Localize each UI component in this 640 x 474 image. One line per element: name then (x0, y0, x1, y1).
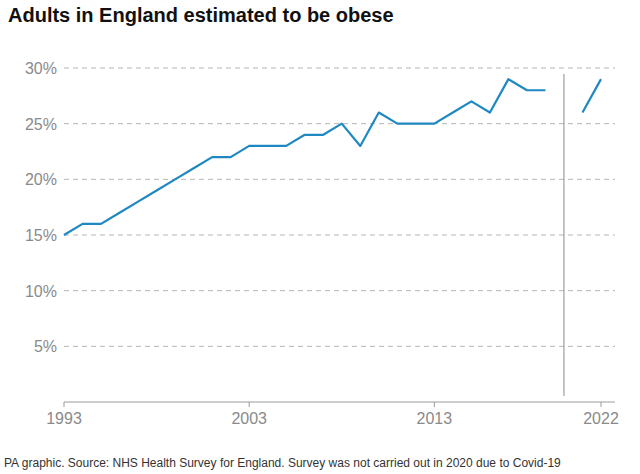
y-tick-label: 10% (25, 283, 57, 300)
series-line (64, 79, 601, 235)
x-tick-label: 1993 (46, 410, 82, 427)
gap-marker (563, 74, 564, 396)
grid-line (64, 290, 615, 291)
y-tick-label: 5% (34, 338, 57, 355)
x-tick (601, 402, 602, 407)
x-tick-label: 2013 (417, 410, 453, 427)
x-tick (64, 402, 65, 407)
grid-line (64, 235, 615, 236)
chart: Adults in England estimated to be obese 5… (0, 0, 640, 474)
y-tick-label: 15% (25, 227, 57, 244)
grid-line (64, 68, 615, 69)
caption: PA graphic. Source: NHS Health Survey fo… (4, 456, 561, 470)
y-tick-label: 30% (25, 60, 57, 77)
x-tick (249, 402, 250, 407)
y-tick-label: 20% (25, 171, 57, 188)
x-tick-label: 2022 (583, 410, 619, 427)
grid-line (64, 179, 615, 180)
y-tick-label: 25% (25, 116, 57, 133)
grid-line (64, 346, 615, 347)
x-tick (434, 402, 435, 407)
plot-area (64, 79, 601, 235)
title: Adults in England estimated to be obese (8, 4, 394, 26)
x-axis (64, 402, 615, 403)
x-tick-label: 2003 (231, 410, 267, 427)
